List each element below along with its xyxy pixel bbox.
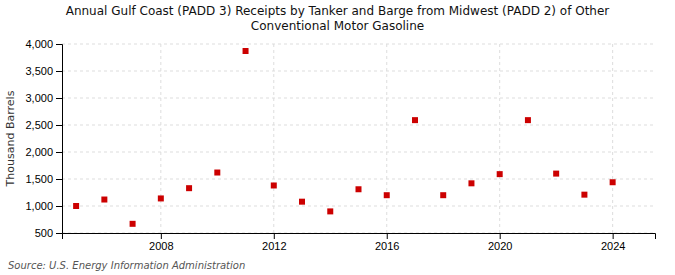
tick-mark [56,152,62,153]
plot-area: 2008 2012 2016 2020 2024 500 1,000 1,500 2,000 2,… [25,38,655,252]
grid-line [62,44,655,45]
point [553,171,559,177]
tick-label: 2012 [262,240,286,252]
tick-mark [500,233,501,239]
tick-label: 500 [35,227,53,239]
grid-line [62,152,655,153]
tick-mark [56,44,62,45]
point [440,192,446,198]
tick-mark [56,71,62,72]
tick-mark [56,179,62,180]
tick-label: 1,500 [25,173,53,185]
title: Annual Gulf Coast (PADD 3) Receipts by T… [66,4,610,33]
tick: 2016 [375,233,399,252]
point [186,185,192,191]
tick-mark [387,233,388,239]
tick-mark [56,98,62,99]
tick-label: 3,500 [25,65,53,77]
tick: 2,500 [25,119,62,131]
tick: 3,500 [25,65,62,77]
point [497,171,503,177]
tick-mark [56,233,62,234]
axis-line [63,234,656,240]
point [158,195,164,201]
grid-line [612,44,613,233]
tick: 2008 [149,233,173,252]
tick-label: 2016 [375,240,399,252]
tick-mark [274,233,275,239]
grid-line [62,179,655,180]
point [299,199,305,205]
tick: 1,000 [25,200,62,212]
grid-line [62,206,655,207]
y-axis-title: Thousand Barrels [4,90,17,187]
tick-label: 3,000 [25,92,53,104]
tick-label: 2024 [601,240,625,252]
chart: 2008 2012 2016 2020 2024 500 1,000 1,500 2,000 2,… [0,0,675,275]
axis-line [56,45,63,234]
tick: 2,000 [25,146,62,158]
tick-mark [613,233,614,239]
tick-label: 2,000 [25,146,53,158]
point [243,48,249,54]
point [581,192,587,198]
point [610,179,616,185]
points [73,48,616,227]
tick-mark [56,206,62,207]
point [384,192,390,198]
grid-line [62,125,655,126]
tick: 3,000 [25,92,62,104]
grid-line [499,44,500,233]
grid-line [386,44,387,233]
point [73,203,79,209]
grid-line [273,44,274,233]
tick-label: 4,000 [25,38,53,50]
tick: 2020 [488,233,512,252]
tick: 1,500 [25,173,62,185]
point [412,117,418,123]
y-axis: 500 1,000 1,500 2,000 2,500 3,000 3,500 4,000 [25,38,62,239]
point [525,117,531,123]
grid-line [62,98,655,99]
tick-label: 1,000 [25,200,53,212]
tick: 2012 [262,233,286,252]
tick: 500 [35,227,62,239]
grid-line [62,71,655,72]
tick: 2024 [601,233,625,252]
grid [62,44,655,233]
tick-mark [161,233,162,239]
point [468,180,474,186]
grid-line [160,44,161,233]
tick-mark [56,125,62,126]
source-note: Source: U.S. Energy Information Administ… [8,260,245,271]
tick: 4,000 [25,38,62,50]
tick-label: 2020 [488,240,512,252]
point [101,197,107,203]
point [130,221,136,227]
tick-label: 2,500 [25,119,53,131]
point [271,182,277,188]
point [214,170,220,176]
point [327,208,333,214]
x-axis: 2008 2012 2016 2020 2024 [63,233,656,252]
tick-label: 2008 [149,240,173,252]
point [356,186,362,192]
